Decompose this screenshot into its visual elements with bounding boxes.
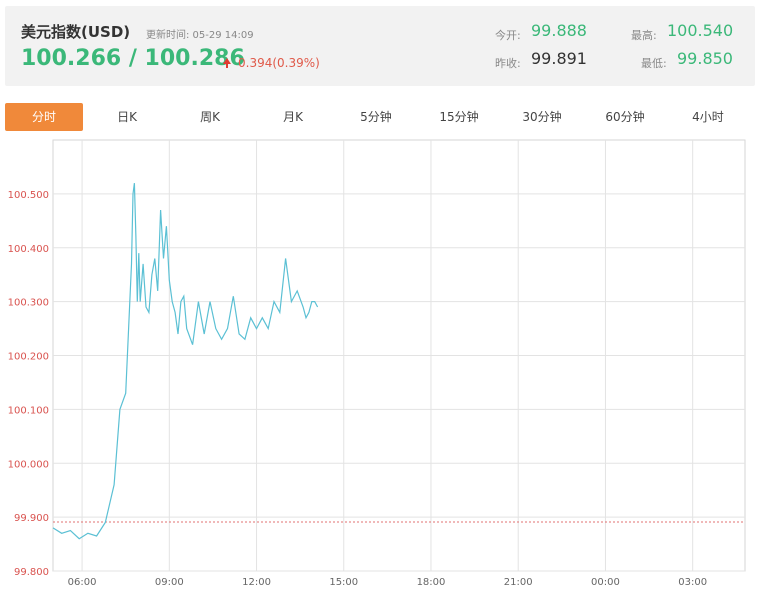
- intraday-chart: 99.800 99.900 100.000 100.100 100.200 100.300…: [0, 135, 760, 600]
- high-label: 最高:: [631, 29, 657, 42]
- y-tick-label: 100.200: [8, 352, 49, 363]
- low-value: 99.850: [677, 49, 733, 68]
- bid-ask-price: 100.266 / 100.286: [21, 46, 245, 71]
- tab-weekly-k[interactable]: 周K: [200, 110, 220, 124]
- tab-4hour[interactable]: 4小时: [692, 110, 724, 124]
- tab-daily-k[interactable]: 日K: [117, 110, 137, 124]
- tab-60min[interactable]: 60分钟: [605, 110, 645, 124]
- x-tick-label: 18:00: [417, 577, 446, 588]
- price-change: 0.394(0.39%): [238, 56, 320, 70]
- low-label: 最低:: [641, 57, 667, 70]
- x-tick-label: 03:00: [678, 577, 707, 588]
- instrument-title: 美元指数(USD): [21, 23, 131, 41]
- x-tick-label: 00:00: [591, 577, 620, 588]
- y-tick-label: 99.900: [14, 513, 49, 524]
- update-time: 更新时间: 05-29 14:09: [146, 30, 254, 41]
- y-tick-label: 99.800: [14, 567, 49, 578]
- y-tick-label: 100.000: [8, 459, 49, 470]
- x-tick-label: 15:00: [329, 577, 358, 588]
- x-tick-label: 12:00: [242, 577, 271, 588]
- high-value: 100.540: [667, 21, 734, 40]
- up-arrow-stem: [226, 63, 228, 68]
- y-tick-label: 100.400: [8, 244, 49, 255]
- tab-15min[interactable]: 15分钟: [439, 110, 479, 124]
- quote-header: 美元指数(USD) 更新时间: 05-29 14:09 100.266 / 10…: [5, 6, 755, 86]
- y-tick-label: 100.500: [8, 190, 49, 201]
- x-tick-label: 06:00: [68, 577, 97, 588]
- open-value: 99.888: [531, 21, 587, 40]
- chart-svg: 99.800 99.900 100.000 100.100 100.200 100.300…: [8, 139, 746, 588]
- tab-30min[interactable]: 30分钟: [522, 110, 562, 124]
- up-arrow-icon: [223, 58, 231, 64]
- y-tick-label: 100.300: [8, 298, 49, 309]
- timeframe-tabs: 分时 日K 周K 月K 5分钟 15分钟 30分钟 60分钟 4小时: [5, 103, 755, 131]
- tab-intraday[interactable]: 分时: [5, 103, 83, 131]
- x-tick-label: 09:00: [155, 577, 184, 588]
- x-tick-label: 21:00: [504, 577, 533, 588]
- tab-monthly-k[interactable]: 月K: [283, 110, 303, 124]
- open-label: 今开:: [495, 29, 521, 42]
- price-series-line: [52, 183, 319, 540]
- prev-close-label: 昨收:: [495, 57, 521, 70]
- y-tick-label: 100.100: [8, 405, 49, 416]
- prev-close-value: 99.891: [531, 49, 587, 68]
- tab-5min[interactable]: 5分钟: [360, 110, 392, 124]
